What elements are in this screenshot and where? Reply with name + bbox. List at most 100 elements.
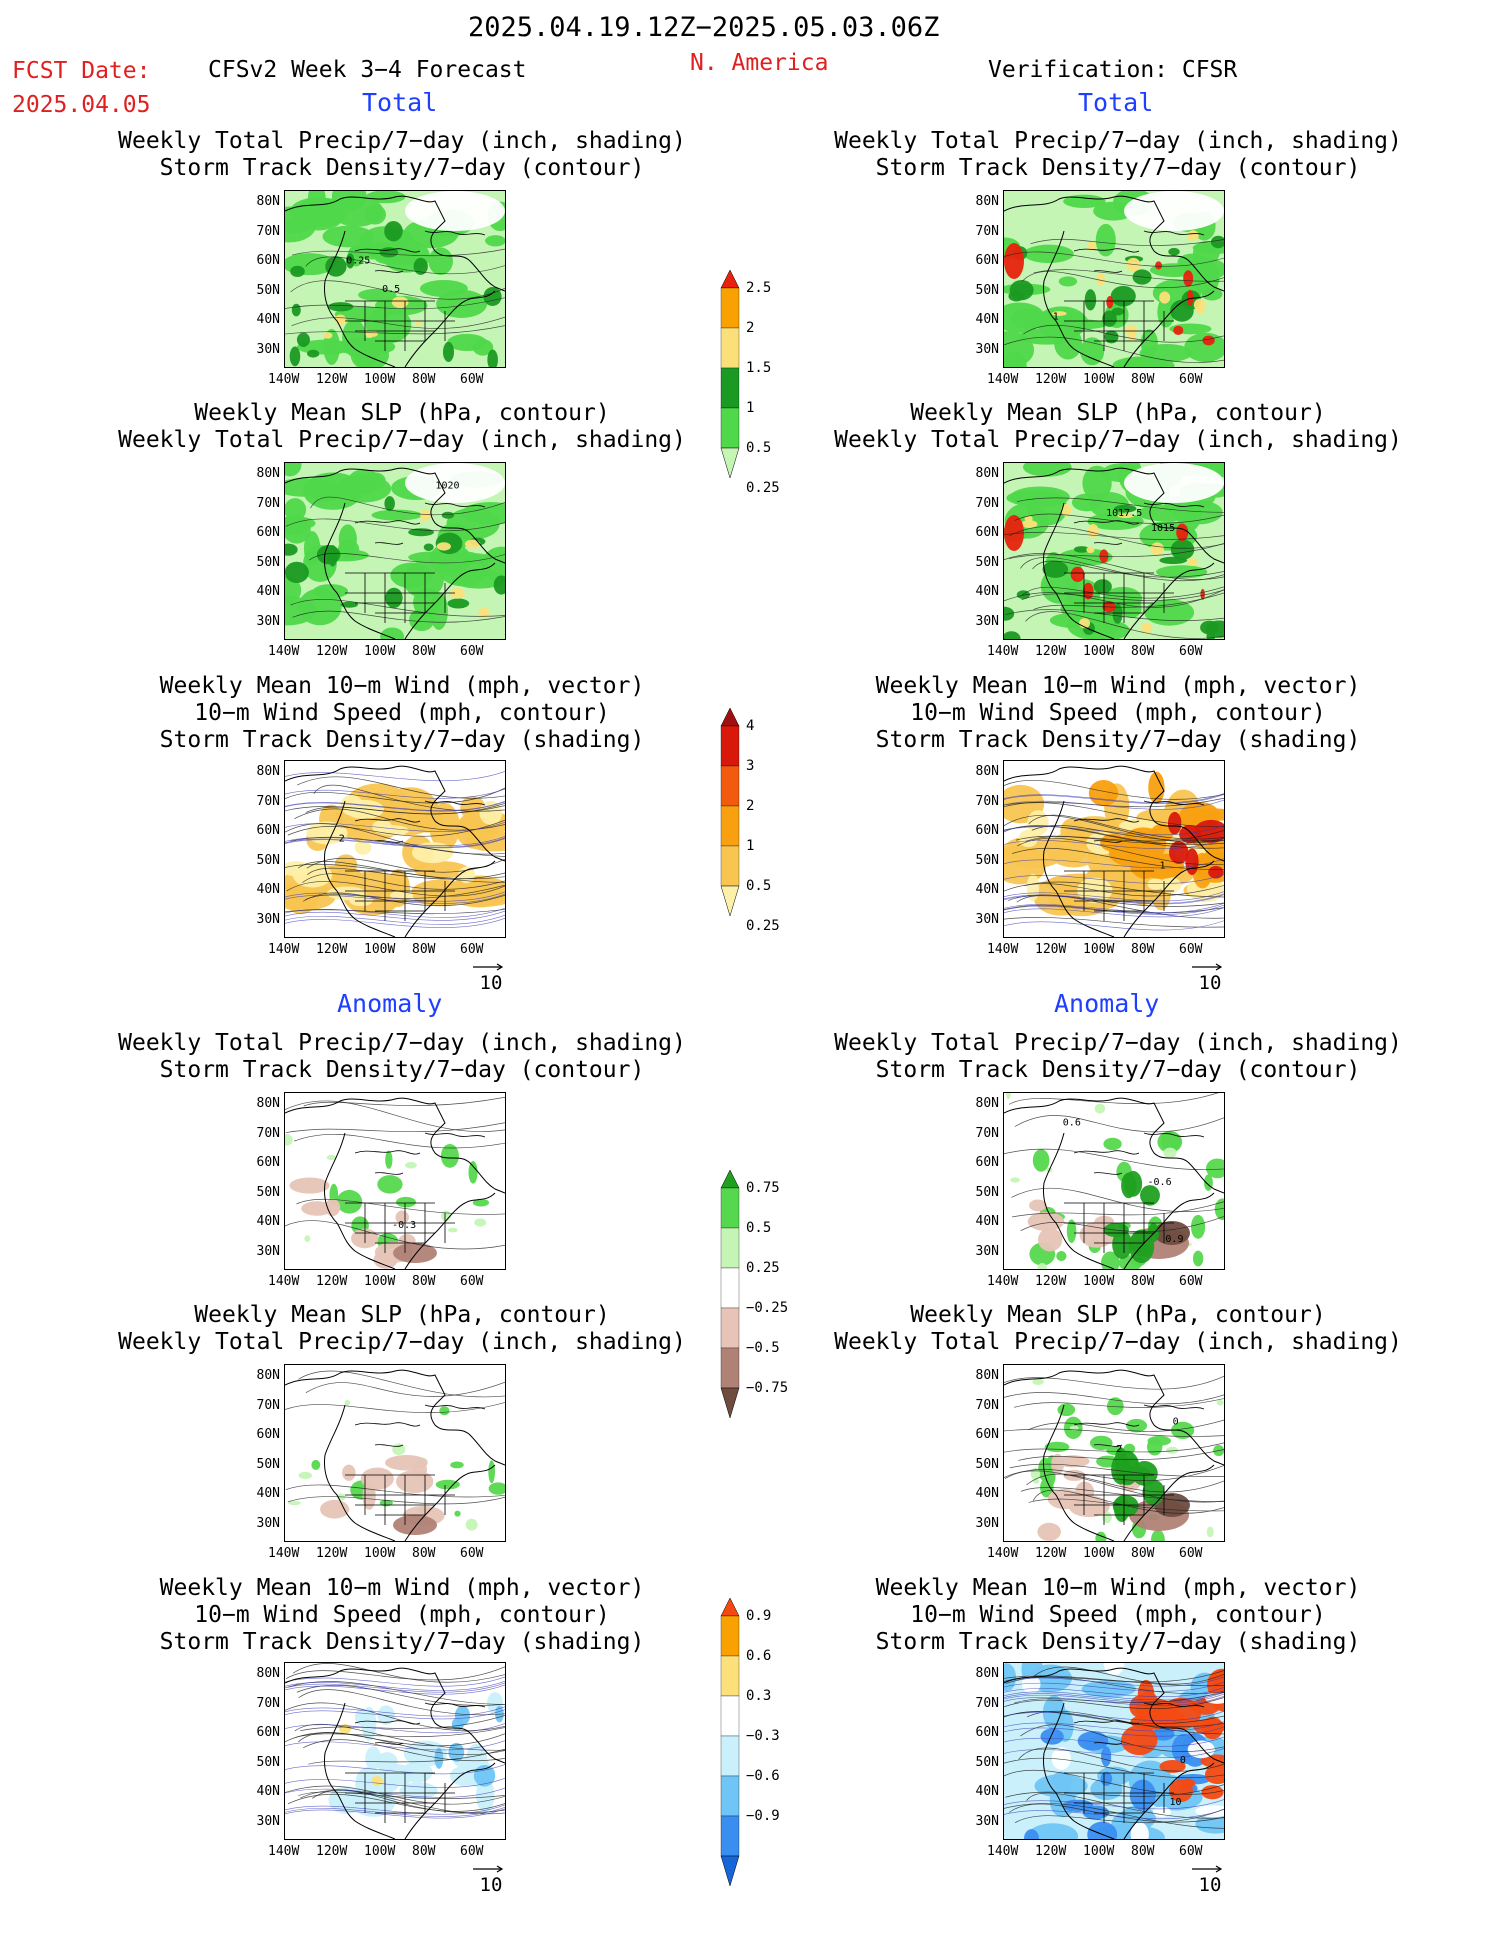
precip-anomaly-shading: [441, 1210, 452, 1222]
colorbar-segment: [720, 1307, 740, 1349]
contour-label: 0.6: [1063, 1117, 1081, 1128]
colorbar-segment: [720, 1775, 740, 1817]
contour-line: [1004, 825, 1224, 845]
storm-anomaly-shading: [361, 1706, 377, 1741]
precip-shading: [442, 341, 455, 363]
contour-line: [1033, 592, 1224, 610]
wind-speed-contour: [1004, 799, 1224, 810]
lon-tick-label: 80W: [412, 1546, 436, 1561]
wind-speed-contour: [1004, 839, 1224, 849]
lon-tick-label: 100W: [364, 372, 396, 387]
precip-shading: [1051, 311, 1067, 316]
contour-label: 0.9: [1165, 1234, 1183, 1245]
contour-line: [1004, 780, 1224, 800]
lon-tick-label: 80W: [412, 372, 436, 387]
wind-speed-contour: [285, 914, 505, 925]
panel-title-line: 10−m Wind Speed (mph, contour): [194, 1602, 610, 1628]
colorbar-tick-label: 0.25: [746, 480, 780, 496]
map-fcst-total_slp: 1020: [284, 462, 506, 640]
lon-tick-label: 140W: [268, 1546, 300, 1561]
storm-anomaly-shading: [1100, 1771, 1113, 1786]
wind-speed-contour: [1004, 873, 1224, 884]
panel-title-line: Weekly Mean SLP (hPa, contour): [910, 1302, 1326, 1328]
precip-shading: [1023, 463, 1072, 477]
wind-speed-contour: [1004, 794, 1224, 804]
storm-anomaly-shading: [1159, 1760, 1186, 1773]
contour-label: 1: [1159, 861, 1165, 872]
coastline: [1073, 230, 1205, 273]
wind-speed-contour: [1004, 1809, 1224, 1819]
contour-line: [1004, 1711, 1224, 1725]
wind-speed-contour: [285, 1806, 505, 1817]
wind-speed-contour: [285, 1740, 505, 1751]
colorbar-segment: [720, 1347, 740, 1389]
wind-speed-contour: [285, 893, 505, 904]
coastline: [285, 195, 505, 367]
lat-tick-label: 50N: [256, 1456, 280, 1472]
wind-speed-contour: [1004, 1799, 1224, 1810]
lon-tick-label: 100W: [1083, 1274, 1115, 1289]
contour-line: [1004, 1464, 1224, 1481]
colorbar-segment: [720, 1695, 740, 1737]
coastline: [354, 230, 486, 273]
contour-line: [1004, 1392, 1224, 1405]
lon-tick-label: 80W: [412, 1844, 436, 1859]
lon-tick-label: 60W: [460, 1546, 484, 1561]
precip-anomaly-shading: [435, 1479, 460, 1490]
contour-line: [287, 1496, 505, 1505]
map-fcst-anom_slp: [284, 1364, 506, 1542]
lon-tick-label: 140W: [268, 372, 300, 387]
lat-tick-label: 80N: [975, 1096, 999, 1111]
precip-anomaly-shading: [1101, 1251, 1120, 1269]
precip-shading: [289, 346, 301, 367]
precip-anomaly-shading: [1066, 1219, 1077, 1243]
precip-shading: [428, 247, 453, 276]
map-obs-anom_precip: 0.6 0.9 -0.6: [1003, 1092, 1225, 1270]
lon-tick-label: 100W: [1083, 942, 1115, 957]
precip-shading: [447, 598, 470, 609]
contour-line: [295, 1727, 505, 1738]
lat-tick-label: 50N: [975, 554, 999, 570]
precip-shading: [1140, 622, 1153, 634]
contour-line: [1008, 1093, 1219, 1105]
lat-tick-label: 30N: [256, 1813, 280, 1829]
lat-tick-label: 80N: [975, 1368, 999, 1383]
precip-shading: [1004, 631, 1021, 639]
coastline: [354, 800, 486, 843]
lat-tick-label: 70N: [256, 1397, 280, 1413]
precip-anomaly-shading: [474, 1218, 487, 1227]
precip-shading: [1210, 235, 1224, 249]
lon-tick-label: 140W: [987, 1274, 1019, 1289]
contour-line: [1004, 1696, 1224, 1710]
precip-shading: [1111, 307, 1124, 316]
lat-tick-label: 60N: [256, 253, 280, 268]
precip-anomaly-shading: [1027, 1212, 1065, 1231]
contour-line: [290, 280, 505, 300]
storm-shading: [1169, 841, 1189, 865]
contour-line: [1014, 513, 1224, 524]
precip-shading: [384, 220, 403, 242]
lat-tick-label: 60N: [256, 525, 280, 540]
lat-tick-label: 50N: [256, 1754, 280, 1770]
precip-shading: [1187, 230, 1199, 241]
precip-anomaly-shading: [439, 1406, 450, 1416]
precip-anomaly-shading: [377, 1175, 403, 1194]
wind-speed-contour: [1004, 825, 1224, 836]
colorbar-tick-label: 0.75: [746, 1180, 780, 1196]
contour-line: [290, 599, 505, 617]
precip-shading: [1150, 542, 1164, 556]
wind-speed-contour: [285, 838, 505, 849]
lat-tick-label: 60N: [975, 525, 999, 540]
lat-tick-label: 80N: [256, 194, 280, 209]
coastline: [1004, 1667, 1224, 1839]
lat-tick-label: 50N: [256, 282, 280, 298]
precip-anomaly-shading: [304, 1235, 311, 1242]
colorbar-bottom-triangle: [720, 1387, 740, 1419]
lon-tick-label: 100W: [1083, 1844, 1115, 1859]
precip-shading: [1183, 270, 1194, 287]
colorbar-tick-label: 0.25: [746, 918, 780, 934]
lon-tick-label: 120W: [1035, 644, 1067, 659]
panel-title-line: Weekly Total Precip/7−day (inch, shading…: [834, 1030, 1402, 1056]
contour-line: [285, 325, 505, 335]
panel-title-line: Storm Track Density/7−day (contour): [875, 155, 1361, 181]
